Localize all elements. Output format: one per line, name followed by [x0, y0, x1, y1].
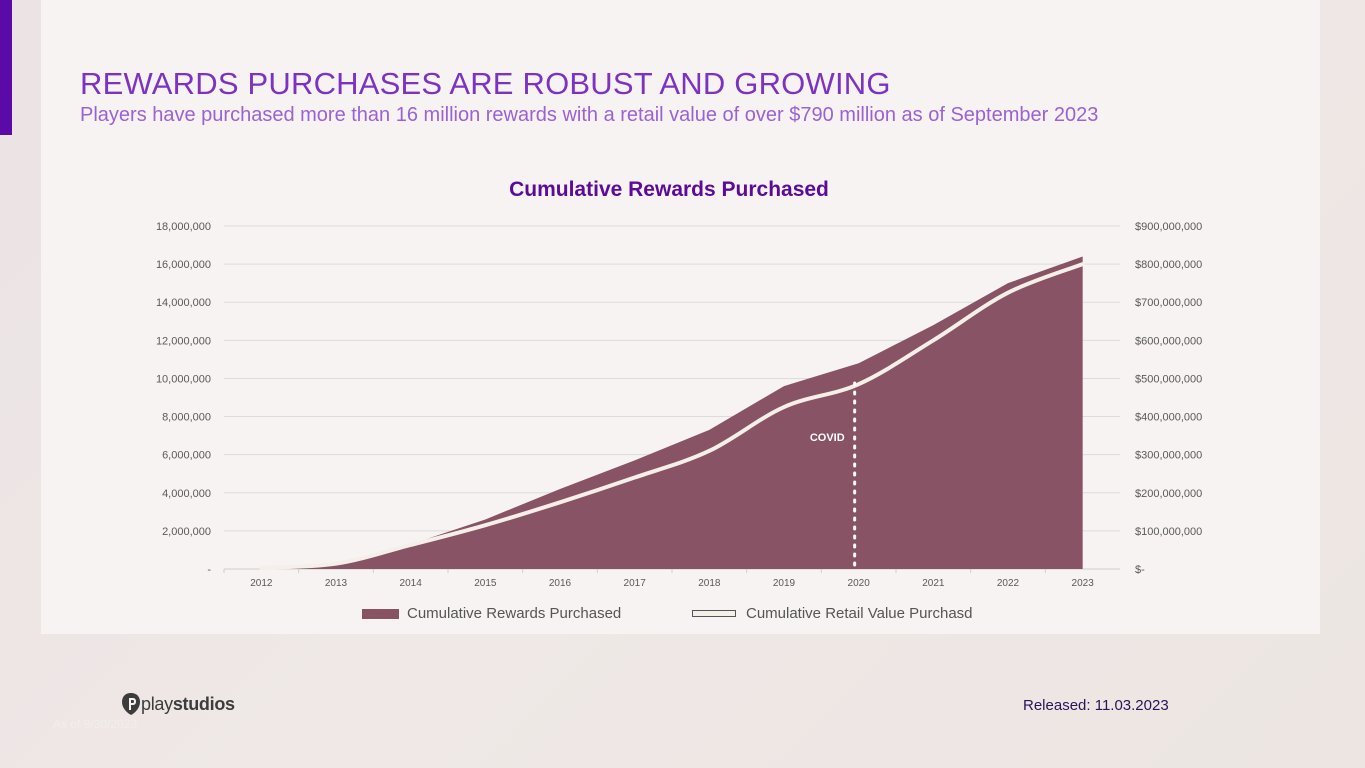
y-tick-label-right: $500,000,000: [1135, 373, 1202, 385]
series-layer: [259, 256, 1085, 570]
x-tick-label: 2023: [1072, 578, 1095, 589]
y-tick-label-right: $300,000,000: [1135, 450, 1202, 462]
x-tick-label: 2021: [922, 578, 945, 589]
y-tick-label-left: 14,000,000: [156, 297, 211, 309]
y-tick-label-left: 18,000,000: [156, 221, 211, 233]
y-tick-label-left: 8,000,000: [162, 412, 211, 424]
x-tick-label: 2022: [997, 578, 1020, 589]
y-tick-label-right: $900,000,000: [1135, 221, 1202, 233]
y-tick-label-right: $200,000,000: [1135, 488, 1202, 500]
x-tick-label: 2018: [698, 578, 721, 589]
x-tick-label: 2015: [474, 578, 497, 589]
x-axis-labels: 2012 2013 2014 2015 2016 2017 2018 2019 2020 2021…: [223, 569, 1095, 589]
x-tick-label: 2012: [250, 578, 273, 589]
annotation-layer: COVID: [810, 381, 857, 567]
y-tick-label-right: $400,000,000: [1135, 412, 1202, 424]
y-tick-label-left: 2,000,000: [162, 526, 211, 538]
cumulative-rewards-chart: Cumulative Rewards Purchased 18,000,0001…: [156, 178, 1202, 589]
y-tick-label-left: 6,000,000: [162, 450, 211, 462]
y-tick-label-left: 10,000,000: [156, 373, 211, 385]
legend-label-retail: Cumulative Retail Value Purchasd: [746, 605, 973, 622]
legend-item-retail: Cumulative Retail Value Purchasd: [692, 605, 973, 622]
y-tick-label-right: $100,000,000: [1135, 526, 1202, 538]
accent-bar: [0, 0, 12, 135]
legend-swatch-area: [362, 608, 399, 619]
covid-annotation-label: COVID: [810, 432, 845, 444]
chart-legend: Cumulative Rewards Purchased Cumulative …: [0, 605, 1365, 625]
x-tick-label: 2019: [773, 578, 796, 589]
line-series-retail-value: [259, 262, 1085, 570]
y-tick-label-right: $800,000,000: [1135, 259, 1202, 271]
release-date: Released: 11.03.2023: [1023, 697, 1169, 714]
y-tick-label-left: 16,000,000: [156, 259, 211, 271]
legend-swatch-line: [692, 610, 736, 617]
x-tick-label: 2014: [400, 578, 423, 589]
left-axis-labels: 18,000,000 16,000,000 14,000,000 12,000,000…: [156, 221, 211, 576]
playstudios-logo: playstudios: [121, 692, 235, 716]
x-tick-label: 2013: [325, 578, 348, 589]
x-tick-label: 2016: [549, 578, 572, 589]
page-subtitle: Players have purchased more than 16 mill…: [80, 104, 1099, 126]
y-tick-label-left: 12,000,000: [156, 335, 211, 347]
y-tick-label-left: 4,000,000: [162, 488, 211, 500]
playstudios-logo-icon: [122, 693, 140, 715]
x-tick-label: 2017: [624, 578, 647, 589]
y-tick-label-right: $700,000,000: [1135, 297, 1202, 309]
as-of-date: As of 9/30/2023: [53, 717, 138, 731]
y-tick-label-right: $600,000,000: [1135, 335, 1202, 347]
area-series-rewards: [261, 256, 1083, 569]
legend-item-rewards: Cumulative Rewards Purchased: [362, 605, 621, 622]
legend-label-rewards: Cumulative Rewards Purchased: [407, 605, 622, 622]
x-tick-label: 2020: [848, 578, 871, 589]
chart-title: Cumulative Rewards Purchased: [509, 178, 829, 201]
y-tick-label-right: $-: [1135, 564, 1145, 576]
logo-wordmark: playstudios: [141, 693, 235, 714]
page-title: REWARDS PURCHASES ARE ROBUST AND GROWING: [80, 66, 891, 101]
right-axis-labels: $900,000,000 $800,000,000 $700,000,000 $600…: [1135, 221, 1202, 576]
y-tick-label-left: -: [207, 564, 211, 576]
